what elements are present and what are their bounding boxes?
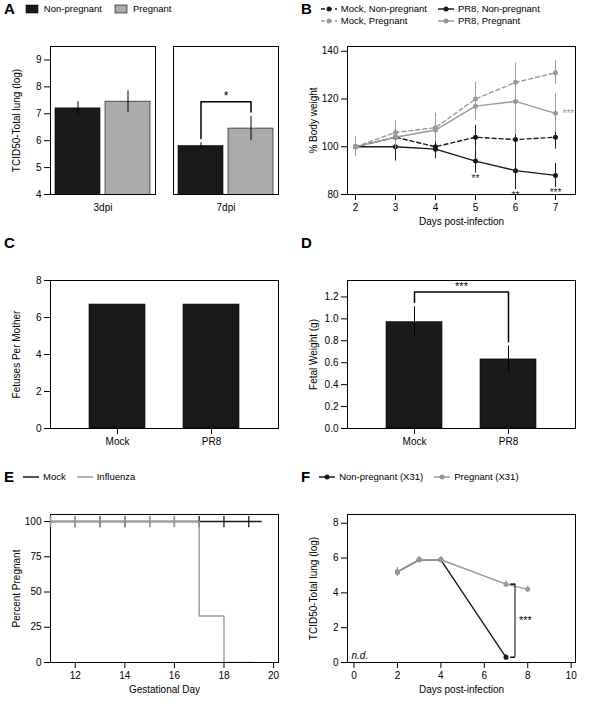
svg-text:Percent Pregnant: Percent Pregnant — [11, 549, 22, 627]
svg-text:TCID50-Total lung (log): TCID50-Total lung (log) — [308, 537, 319, 640]
svg-text:Fetuses Per Mother: Fetuses Per Mother — [11, 310, 22, 398]
svg-text:5: 5 — [36, 162, 42, 173]
html-text:Mock: Mock — [43, 471, 66, 482]
svg-text:***: *** — [550, 187, 562, 198]
svg-text:**: ** — [512, 190, 520, 201]
svg-text:0.4: 0.4 — [325, 379, 339, 390]
html-text:Mock, Non-pregnant: Mock, Non-pregnant — [340, 3, 427, 14]
svg-text:100: 100 — [25, 516, 42, 527]
svg-text:0.2: 0.2 — [325, 401, 339, 412]
svg-text:Fetal Weight (g): Fetal Weight (g) — [308, 319, 319, 390]
svg-text:6: 6 — [36, 135, 42, 146]
svg-text:Days post-infection: Days post-infection — [419, 684, 504, 695]
svg-text:80: 80 — [327, 189, 339, 200]
svg-text:*: * — [224, 89, 229, 103]
svg-text:***: *** — [563, 108, 575, 119]
svg-text:140: 140 — [322, 45, 339, 56]
html-text:Pregnant (X31): Pregnant (X31) — [454, 471, 519, 482]
svg-text:3: 3 — [393, 202, 399, 213]
svg-text:6: 6 — [482, 670, 488, 681]
svg-text:0.6: 0.6 — [325, 357, 339, 368]
svg-text:25: 25 — [30, 621, 42, 632]
html-text:Pregnant: Pregnant — [133, 3, 172, 14]
svg-text:8: 8 — [525, 670, 531, 681]
html-text:B: B — [301, 0, 312, 17]
svg-text:**: ** — [472, 173, 480, 184]
svg-text:8: 8 — [36, 81, 42, 92]
svg-text:0: 0 — [36, 657, 42, 668]
svg-text:PR8: PR8 — [202, 436, 222, 447]
svg-text:18: 18 — [218, 670, 230, 681]
html-text:Non-pregnant (X31): Non-pregnant (X31) — [339, 471, 424, 482]
svg-text:n.d.: n.d. — [352, 650, 369, 661]
svg-text:0: 0 — [36, 423, 42, 434]
svg-text:1.0: 1.0 — [325, 313, 339, 324]
html-text:C: C — [4, 234, 15, 251]
svg-text:4: 4 — [36, 349, 42, 360]
html-text:D: D — [301, 234, 312, 251]
svg-text:5: 5 — [473, 202, 479, 213]
svg-text:% Body weight: % Body weight — [308, 87, 319, 153]
svg-text:***: *** — [519, 614, 533, 626]
html-text:Non-pregnant: Non-pregnant — [43, 3, 102, 14]
svg-text:7: 7 — [36, 108, 42, 119]
svg-text:2: 2 — [36, 386, 42, 397]
html-text:PR8, Pregnant: PR8, Pregnant — [457, 15, 521, 26]
svg-text:0.0: 0.0 — [325, 423, 339, 434]
svg-text:0.8: 0.8 — [325, 335, 339, 346]
svg-text:3dpi: 3dpi — [94, 202, 113, 213]
svg-text:2: 2 — [333, 622, 339, 633]
svg-text:10: 10 — [566, 670, 578, 681]
html-text:PR8, Non-pregnant: PR8, Non-pregnant — [457, 3, 540, 14]
svg-text:4: 4 — [438, 670, 444, 681]
svg-text:50: 50 — [30, 586, 42, 597]
svg-text:6: 6 — [36, 312, 42, 323]
svg-text:0: 0 — [333, 657, 339, 668]
svg-text:7: 7 — [553, 202, 559, 213]
html-text:E: E — [4, 468, 14, 485]
svg-text:120: 120 — [322, 93, 339, 104]
html-text:F: F — [301, 468, 311, 485]
svg-text:100: 100 — [322, 141, 339, 152]
svg-text:2: 2 — [395, 670, 401, 681]
svg-text:Mock: Mock — [106, 436, 131, 447]
svg-text:Gestational Day: Gestational Day — [129, 684, 200, 695]
svg-text:TCID50-Total lung (log): TCID50-Total lung (log) — [11, 69, 22, 172]
svg-text:14: 14 — [119, 670, 131, 681]
svg-text:12: 12 — [70, 670, 82, 681]
svg-text:75: 75 — [30, 551, 42, 562]
svg-text:9: 9 — [36, 54, 42, 65]
svg-text:6: 6 — [513, 202, 519, 213]
svg-text:Mock: Mock — [403, 436, 428, 447]
svg-text:4: 4 — [333, 587, 339, 598]
html-text:A: A — [4, 0, 15, 17]
svg-text:1.2: 1.2 — [325, 291, 339, 302]
svg-text:6: 6 — [333, 552, 339, 563]
svg-text:20: 20 — [268, 670, 280, 681]
svg-text:4: 4 — [36, 189, 42, 200]
html-text:Influenza: Influenza — [96, 471, 136, 482]
svg-text:***: *** — [455, 280, 469, 292]
svg-text:4: 4 — [433, 202, 439, 213]
svg-text:8: 8 — [333, 517, 339, 528]
svg-text:16: 16 — [169, 670, 181, 681]
svg-text:Days post-infection: Days post-infection — [419, 216, 504, 227]
svg-text:7dpi: 7dpi — [217, 202, 236, 213]
svg-text:PR8: PR8 — [499, 436, 519, 447]
svg-text:2: 2 — [353, 202, 359, 213]
html-text:Mock, Pregnant: Mock, Pregnant — [340, 15, 408, 26]
svg-text:8: 8 — [36, 275, 42, 286]
svg-text:0: 0 — [351, 670, 357, 681]
